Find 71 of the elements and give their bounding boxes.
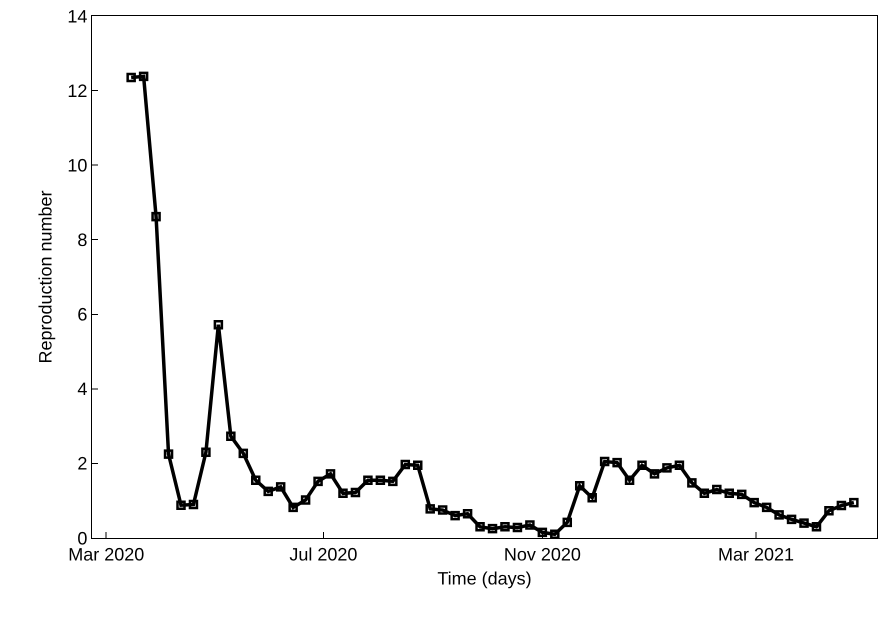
point — [786, 514, 796, 524]
point — [538, 528, 548, 538]
point — [612, 458, 622, 468]
point — [736, 490, 746, 500]
point — [587, 492, 597, 502]
point — [550, 530, 560, 538]
point — [251, 475, 261, 485]
point — [500, 522, 510, 532]
point — [300, 495, 310, 505]
point — [326, 469, 336, 479]
point — [338, 488, 348, 498]
point — [164, 449, 174, 459]
point — [624, 475, 634, 485]
x-axis-title: Time (days) — [437, 568, 532, 589]
y-tick-label: 6 — [77, 304, 88, 325]
point — [151, 212, 161, 222]
point — [363, 475, 373, 485]
y-tick-label: 14 — [67, 6, 88, 26]
point — [475, 522, 485, 532]
point — [276, 482, 286, 492]
point — [799, 518, 809, 528]
point — [712, 484, 722, 494]
point — [849, 498, 859, 508]
point — [749, 498, 759, 508]
point — [812, 522, 822, 532]
point — [350, 488, 360, 498]
point — [488, 524, 498, 534]
point — [774, 510, 784, 520]
x-tick-label: Nov 2020 — [504, 544, 581, 565]
point — [226, 431, 236, 441]
y-tick-label: 8 — [77, 230, 88, 250]
point — [600, 456, 610, 466]
y-axis-title: Reproduction number — [36, 190, 56, 364]
point — [238, 448, 248, 458]
point — [512, 522, 522, 532]
y-tick-label: 12 — [67, 80, 88, 101]
point — [263, 486, 273, 496]
y-tick-label: 10 — [67, 155, 88, 176]
point — [388, 476, 398, 486]
point — [425, 504, 435, 514]
point — [687, 478, 697, 488]
point — [288, 502, 298, 512]
point — [562, 518, 572, 528]
point — [650, 469, 660, 479]
y-tick-label: 2 — [77, 454, 88, 474]
point — [762, 502, 772, 512]
point — [214, 320, 224, 330]
point — [674, 460, 684, 470]
point — [450, 510, 460, 520]
point — [574, 481, 584, 491]
point — [662, 463, 672, 473]
point — [438, 505, 448, 515]
point — [201, 447, 211, 457]
point — [138, 72, 148, 82]
point — [176, 500, 186, 510]
point — [413, 460, 422, 470]
point — [376, 475, 386, 485]
point — [313, 476, 323, 486]
point — [700, 488, 710, 498]
point — [400, 460, 410, 470]
x-tick-label: Jul 2020 — [289, 544, 358, 565]
point — [637, 460, 647, 470]
point — [462, 509, 472, 519]
x-tick-label: Mar 2021 — [718, 544, 794, 565]
point — [188, 500, 198, 510]
point — [126, 72, 136, 82]
point — [836, 500, 846, 510]
point — [824, 506, 834, 516]
point — [724, 488, 734, 498]
y-tick-label: 4 — [77, 379, 88, 400]
point — [525, 520, 535, 530]
